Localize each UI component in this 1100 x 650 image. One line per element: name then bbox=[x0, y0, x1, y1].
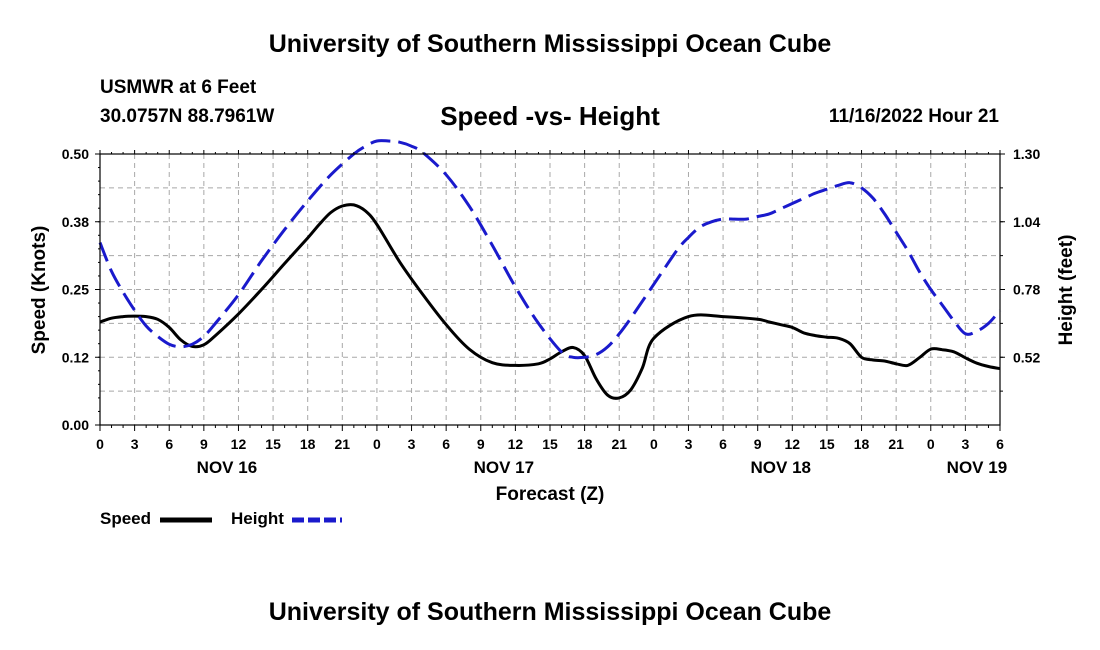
x-tick-label: 15 bbox=[265, 436, 281, 452]
left-tick-label: 0.25 bbox=[62, 282, 89, 298]
x-tick-label: 3 bbox=[685, 436, 693, 452]
legend-speed-label: Speed bbox=[100, 509, 152, 528]
x-tick-label: 15 bbox=[819, 436, 835, 452]
chart-title: Speed -vs- Height bbox=[440, 101, 660, 131]
x-tick-label: 21 bbox=[611, 436, 627, 452]
left-tick-label: 0.38 bbox=[62, 214, 89, 230]
x-tick-label: 0 bbox=[927, 436, 935, 452]
x-tick-label: 6 bbox=[996, 436, 1004, 452]
x-tick-label: 12 bbox=[785, 436, 801, 452]
x-tick-label: 18 bbox=[854, 436, 870, 452]
x-tick-label: 9 bbox=[754, 436, 762, 452]
x-tick-label: 6 bbox=[165, 436, 173, 452]
left-tick-label: 0.50 bbox=[62, 146, 89, 162]
x-day-label: NOV 19 bbox=[947, 458, 1007, 477]
right-tick-label: 0.52 bbox=[1013, 349, 1040, 365]
right-tick-label: 1.30 bbox=[1013, 146, 1040, 162]
height-series-line bbox=[98, 139, 1002, 360]
grid-lines bbox=[100, 154, 1000, 425]
x-tick-label: 12 bbox=[508, 436, 524, 452]
x-tick-label: 9 bbox=[200, 436, 208, 452]
footer-title: University of Southern Mississippi Ocean… bbox=[268, 598, 832, 626]
left-axis-title: Speed (Knots) bbox=[29, 226, 50, 355]
x-axis-title: Forecast (Z) bbox=[496, 484, 605, 505]
x-tick-label: 6 bbox=[442, 436, 450, 452]
x-tick-label: 0 bbox=[373, 436, 381, 452]
x-tick-label: 6 bbox=[719, 436, 727, 452]
x-day-label: NOV 17 bbox=[474, 458, 534, 477]
x-tick-label: 21 bbox=[888, 436, 904, 452]
speed-height-chart: 0.00 0.12 0.25 0.38 0.50 0.52 0.78 1.04 1.30 0 3 6 9… bbox=[29, 139, 1077, 523]
right-tick-label: 0.78 bbox=[1013, 282, 1040, 298]
x-tick-label: 0 bbox=[650, 436, 658, 452]
station-name: USMWR at 6 Feet bbox=[100, 77, 257, 98]
speed-series-line bbox=[99, 203, 1001, 400]
axis-ticks bbox=[95, 150, 1005, 431]
x-tick-label: 18 bbox=[300, 436, 316, 452]
legend-height-label: Height bbox=[231, 509, 284, 528]
x-tick-label: 0 bbox=[96, 436, 104, 452]
x-day-label: NOV 16 bbox=[197, 458, 257, 477]
left-tick-label: 0.00 bbox=[62, 417, 89, 433]
series-lines bbox=[98, 139, 1002, 400]
x-tick-label: 9 bbox=[477, 436, 485, 452]
left-tick-label: 0.12 bbox=[62, 349, 89, 365]
axis-labels: 0.00 0.12 0.25 0.38 0.50 0.52 0.78 1.04 1.30 0 3 6 9… bbox=[62, 146, 1041, 477]
x-tick-label: 21 bbox=[335, 436, 351, 452]
main-title: University of Southern Mississippi Ocean… bbox=[268, 30, 832, 58]
x-tick-label: 18 bbox=[577, 436, 593, 452]
x-tick-label: 3 bbox=[131, 436, 139, 452]
x-tick-label: 3 bbox=[408, 436, 416, 452]
x-tick-label: 12 bbox=[231, 436, 247, 452]
x-day-label: NOV 18 bbox=[751, 458, 811, 477]
x-tick-label: 15 bbox=[542, 436, 558, 452]
station-coordinates: 30.0757N 88.7961W bbox=[100, 106, 275, 127]
x-tick-label: 3 bbox=[961, 436, 969, 452]
right-axis-title: Height (feet) bbox=[1056, 235, 1077, 346]
forecast-run-time: 11/16/2022 Hour 21 bbox=[828, 106, 999, 127]
right-tick-label: 1.04 bbox=[1013, 214, 1040, 230]
